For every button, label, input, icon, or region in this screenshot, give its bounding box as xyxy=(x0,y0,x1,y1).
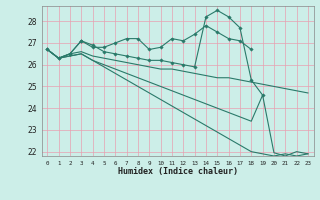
X-axis label: Humidex (Indice chaleur): Humidex (Indice chaleur) xyxy=(118,167,237,176)
